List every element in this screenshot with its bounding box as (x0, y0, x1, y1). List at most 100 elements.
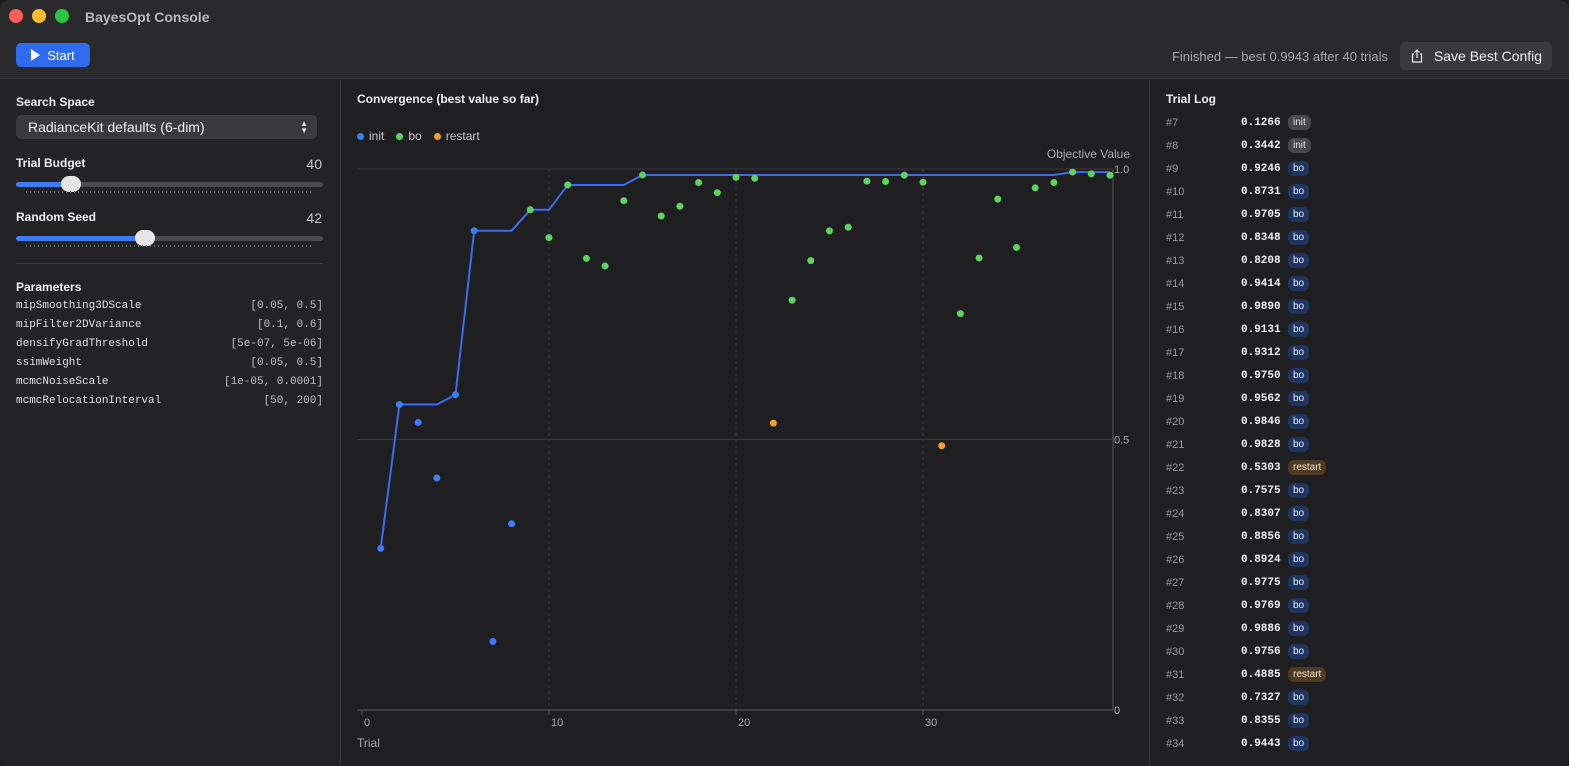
x-tick-label: 0 (364, 717, 370, 729)
trial-kind-badge: bo (1288, 414, 1310, 429)
x-tick-label: 20 (738, 717, 750, 729)
trial-kind-badge: bo (1288, 437, 1310, 452)
random-seed-slider[interactable] (16, 230, 323, 246)
x-tick-label: 10 (551, 717, 563, 729)
close-window-button[interactable] (9, 9, 23, 23)
trial-budget-label: Trial Budget (16, 156, 86, 170)
parameter-name: densifyGradThreshold (16, 338, 149, 350)
trial-log-row[interactable]: #12 0.8348 bo (1150, 228, 1569, 251)
trial-log-row[interactable]: #15 0.9890 bo (1150, 297, 1569, 320)
trial-kind-badge: bo (1288, 713, 1310, 728)
trial-log-panel: #60.8859init#70.1266init#80.3442init#90.… (1149, 80, 1569, 766)
data-point-bo (919, 178, 927, 186)
trial-log-row[interactable]: #32 0.7327 bo (1150, 688, 1569, 711)
trial-log-row[interactable]: #31 0.4885 restart (1150, 665, 1569, 688)
trial-log-row[interactable]: #19 0.9562 bo (1150, 389, 1569, 412)
trial-log-row[interactable]: #7 0.1266 init (1150, 113, 1569, 136)
legend-swatch (396, 132, 404, 140)
window-title: BayesOpt Console (85, 9, 210, 25)
trial-log-row[interactable]: #9 0.9246 bo (1150, 159, 1569, 182)
trial-number: #14 (1166, 278, 1185, 290)
trial-kind-badge: bo (1288, 736, 1310, 751)
save-best-config-button[interactable]: Save Best Config (1400, 42, 1552, 70)
trial-log-row[interactable]: #34 0.9443 bo (1150, 734, 1569, 757)
trial-value: 0.8856 (1241, 531, 1281, 543)
data-point-bo (956, 310, 964, 318)
data-point-bo (601, 262, 609, 270)
trial-value: 0.1266 (1241, 117, 1281, 129)
trial-number: #34 (1166, 738, 1185, 750)
trial-number: #29 (1166, 623, 1185, 635)
trial-number: #23 (1166, 485, 1185, 497)
trial-value: 0.9828 (1241, 439, 1281, 451)
data-point-bo (826, 227, 833, 235)
trial-log-row[interactable]: #23 0.7575 bo (1150, 481, 1569, 504)
trial-log-row[interactable]: #33 0.8355 bo (1150, 711, 1569, 734)
chart-panel: 0 10 20 30 0 0.5 1.0 Objective Value Trial Conve… (342, 80, 1148, 766)
data-point-bo (1087, 170, 1095, 178)
trial-kind-badge: bo (1288, 529, 1310, 544)
legend-swatch (433, 132, 441, 140)
trial-budget-ticks (26, 191, 314, 193)
trial-log-row[interactable]: #30 0.9756 bo (1150, 642, 1569, 665)
trial-number: #11 (1166, 209, 1184, 221)
trial-kind-badge: bo (1288, 690, 1310, 705)
trial-value: 0.9443 (1241, 738, 1281, 750)
parameter-row: mcmcRelocationInterval [50, 200] (16, 395, 323, 414)
trial-log-row[interactable]: #29 0.9886 bo (1150, 619, 1569, 642)
start-button[interactable]: Start (16, 43, 90, 67)
data-point-bo (676, 202, 684, 210)
parameter-row: densifyGradThreshold [5e-07, 5e-06] (16, 338, 323, 357)
trial-kind-badge: bo (1288, 506, 1310, 521)
trial-kind-badge: bo (1288, 391, 1310, 406)
trial-value: 0.9890 (1241, 301, 1281, 313)
trial-log-row[interactable]: #17 0.9312 bo (1150, 343, 1569, 366)
data-point-bo (788, 296, 796, 304)
save-button-label: Save Best Config (1433, 48, 1543, 64)
data-point-bo (1106, 171, 1114, 179)
trial-log-row[interactable]: #14 0.9414 bo (1150, 274, 1569, 297)
data-point-bo (582, 254, 590, 262)
play-icon (31, 49, 41, 61)
zoom-window-button[interactable] (55, 9, 69, 23)
trial-log-row[interactable]: #18 0.9750 bo (1150, 366, 1569, 389)
trial-log-row[interactable]: #25 0.8856 bo (1150, 527, 1569, 550)
trial-log-row[interactable]: #13 0.8208 bo (1150, 251, 1569, 274)
legend-item-init: init (357, 129, 384, 143)
search-space-select[interactable]: RadianceKit defaults (6-dim) ▲ ▼ (16, 115, 317, 139)
title-bar: BayesOpt Console (0, 0, 1569, 32)
trial-log-row[interactable]: #21 0.9828 bo (1150, 435, 1569, 458)
trial-number: #31 (1166, 669, 1185, 681)
random-seed-slider-knob[interactable] (134, 230, 155, 246)
data-point-init (489, 638, 497, 646)
legend-item-restart: restart (433, 129, 480, 143)
data-point-bo (713, 189, 721, 197)
sidebar: Search Space RadianceKit defaults (6-dim… (0, 80, 341, 766)
trial-number: #13 (1166, 255, 1185, 267)
trial-log-row[interactable]: #20 0.9846 bo (1150, 412, 1569, 435)
trial-log-row[interactable]: #8 0.3442 init (1150, 136, 1569, 159)
trial-budget-slider[interactable] (16, 176, 323, 192)
trial-log-row[interactable]: #11 0.9705 bo (1150, 205, 1569, 228)
trial-log-title: Trial Log (1166, 92, 1569, 112)
trial-value: 0.9769 (1241, 600, 1281, 612)
minimize-window-button[interactable] (32, 9, 46, 23)
trial-log-row[interactable]: #16 0.9131 bo (1150, 320, 1569, 343)
data-point-bo (807, 257, 815, 265)
trial-number: #15 (1166, 301, 1185, 313)
sidebar-divider (16, 263, 323, 264)
trial-log-row[interactable]: #28 0.9769 bo (1150, 596, 1569, 619)
trial-budget-slider-knob[interactable] (61, 176, 82, 192)
trial-kind-badge: bo (1288, 161, 1310, 176)
parameter-name: mipFilter2DVariance (16, 319, 142, 331)
trial-log-row[interactable]: #22 0.5303 restart (1150, 458, 1569, 481)
trial-log-row[interactable]: #26 0.8924 bo (1150, 550, 1569, 573)
trial-number: #24 (1166, 508, 1185, 520)
trial-log-row[interactable]: #24 0.8307 bo (1150, 504, 1569, 527)
trial-number: #21 (1166, 439, 1185, 451)
trial-log-row[interactable]: #27 0.9775 bo (1150, 573, 1569, 596)
trial-number: #22 (1166, 462, 1185, 474)
data-point-bo (1050, 179, 1058, 187)
data-point-bo (975, 254, 983, 262)
trial-log-row[interactable]: #10 0.8731 bo (1150, 182, 1569, 205)
